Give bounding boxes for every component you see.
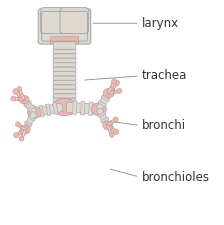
FancyBboxPatch shape — [53, 90, 76, 94]
Polygon shape — [66, 102, 99, 114]
FancyBboxPatch shape — [53, 85, 76, 89]
Ellipse shape — [19, 95, 29, 104]
Polygon shape — [108, 90, 120, 95]
Polygon shape — [110, 121, 113, 124]
Ellipse shape — [117, 88, 122, 94]
Polygon shape — [25, 121, 32, 127]
FancyBboxPatch shape — [60, 8, 88, 34]
FancyBboxPatch shape — [53, 67, 76, 71]
Ellipse shape — [17, 86, 22, 91]
Polygon shape — [110, 86, 115, 90]
Polygon shape — [80, 101, 85, 115]
Polygon shape — [18, 94, 22, 97]
Polygon shape — [106, 125, 113, 136]
Ellipse shape — [91, 103, 106, 116]
Polygon shape — [101, 95, 110, 102]
Polygon shape — [18, 88, 25, 100]
FancyBboxPatch shape — [53, 72, 76, 76]
Polygon shape — [28, 116, 35, 121]
Ellipse shape — [19, 136, 24, 141]
FancyBboxPatch shape — [53, 98, 76, 102]
Polygon shape — [107, 124, 117, 133]
Polygon shape — [98, 101, 107, 107]
Polygon shape — [98, 112, 106, 118]
Polygon shape — [14, 90, 25, 101]
Ellipse shape — [114, 80, 120, 86]
FancyBboxPatch shape — [53, 54, 76, 58]
Ellipse shape — [113, 117, 118, 122]
Polygon shape — [22, 98, 37, 114]
Ellipse shape — [110, 133, 114, 137]
FancyBboxPatch shape — [50, 36, 79, 44]
Polygon shape — [72, 101, 77, 115]
FancyBboxPatch shape — [53, 94, 76, 98]
Ellipse shape — [103, 88, 114, 98]
Polygon shape — [20, 125, 23, 129]
Ellipse shape — [28, 106, 41, 119]
Polygon shape — [24, 101, 31, 107]
Polygon shape — [23, 111, 37, 131]
FancyBboxPatch shape — [53, 63, 76, 67]
Polygon shape — [20, 129, 27, 139]
Polygon shape — [34, 103, 63, 117]
Polygon shape — [96, 92, 111, 111]
Polygon shape — [107, 118, 116, 126]
FancyBboxPatch shape — [41, 8, 69, 34]
Polygon shape — [46, 104, 51, 116]
Polygon shape — [55, 48, 74, 104]
FancyBboxPatch shape — [53, 76, 76, 80]
FancyBboxPatch shape — [53, 58, 76, 62]
Text: bronchi: bronchi — [142, 119, 186, 132]
FancyBboxPatch shape — [53, 81, 76, 85]
Polygon shape — [27, 105, 35, 112]
Polygon shape — [13, 97, 24, 101]
FancyBboxPatch shape — [53, 42, 76, 49]
Polygon shape — [53, 102, 58, 115]
Ellipse shape — [15, 122, 20, 127]
Polygon shape — [18, 97, 19, 101]
Ellipse shape — [21, 125, 30, 134]
Polygon shape — [19, 130, 22, 134]
Text: bronchioles: bronchioles — [142, 171, 210, 184]
Ellipse shape — [52, 99, 77, 116]
Polygon shape — [107, 82, 118, 94]
Text: larynx: larynx — [142, 17, 179, 30]
Polygon shape — [88, 102, 93, 115]
Polygon shape — [17, 123, 26, 131]
Text: trachea: trachea — [142, 70, 187, 82]
Polygon shape — [96, 108, 110, 127]
Polygon shape — [101, 117, 109, 123]
Ellipse shape — [111, 79, 116, 84]
Ellipse shape — [11, 96, 16, 101]
Ellipse shape — [13, 132, 19, 138]
Ellipse shape — [113, 129, 119, 135]
Ellipse shape — [103, 121, 112, 130]
Polygon shape — [110, 126, 114, 131]
Ellipse shape — [13, 89, 18, 94]
FancyBboxPatch shape — [53, 50, 76, 54]
FancyBboxPatch shape — [38, 9, 91, 44]
Polygon shape — [107, 81, 115, 94]
Polygon shape — [39, 105, 44, 117]
Polygon shape — [113, 90, 115, 94]
Polygon shape — [16, 128, 26, 136]
